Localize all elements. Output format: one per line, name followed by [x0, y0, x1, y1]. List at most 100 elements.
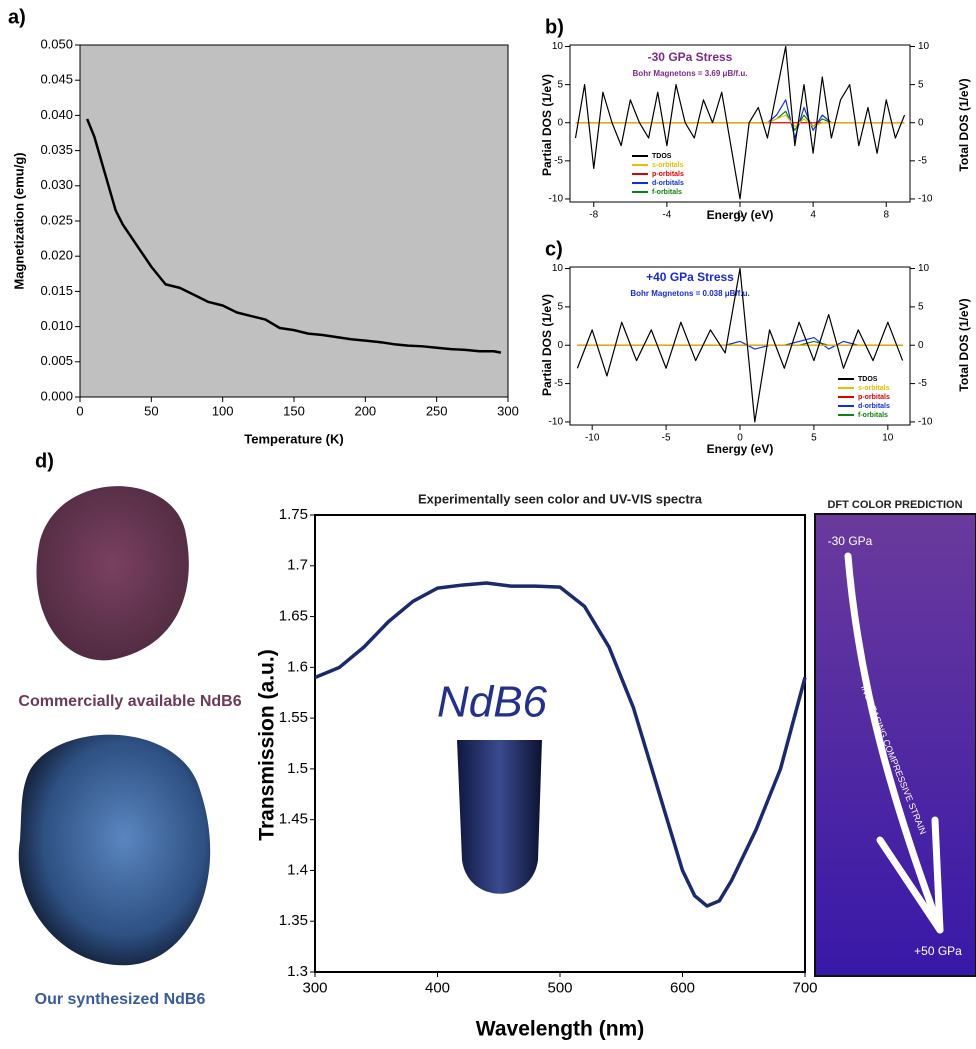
- x-tick-label: 0: [737, 433, 743, 444]
- vial: [457, 740, 542, 894]
- dft-arrow: [844, 552, 944, 934]
- y2-tick-label: 0: [918, 340, 924, 351]
- y-tick-label: 0.035: [40, 142, 73, 157]
- x-tick-label: 0: [76, 404, 83, 419]
- chart-title: -30 GPa Stress: [648, 50, 733, 64]
- y-tick-label: 0.030: [40, 177, 73, 192]
- data-line: [314, 581, 807, 908]
- y-tick-label: 0.025: [40, 212, 73, 227]
- x-axis-label: Energy (eV): [707, 442, 774, 456]
- y-tick-label: 0.020: [40, 248, 73, 263]
- y2-tick-label: 0: [918, 117, 924, 128]
- y-tick-label: 1.75: [279, 506, 308, 523]
- x-tick-label: -8: [589, 210, 598, 221]
- y-tick-label: 0: [557, 117, 563, 128]
- y-tick-label: -10: [549, 194, 564, 205]
- legend-label: p-orbitals: [652, 171, 684, 178]
- y-tick-label: 0.050: [40, 36, 73, 51]
- x-tick-label: 4: [810, 210, 816, 221]
- y2-tick-label: -5: [918, 378, 927, 389]
- commercial-powder: [36, 486, 189, 661]
- y-tick-label: 1.35: [279, 912, 308, 929]
- x-axis-label: Wavelength (nm): [476, 1018, 644, 1041]
- x-tick-label: 500: [547, 979, 572, 996]
- chart-title: Experimentally seen color and UV-VIS spe…: [418, 491, 703, 506]
- y-tick-label: 0.005: [40, 353, 73, 368]
- x-axis-label: Temperature (K): [244, 431, 343, 446]
- x-tick-label: 150: [283, 404, 305, 419]
- data-line: [575, 114, 905, 128]
- x-tick-label: 100: [212, 404, 234, 419]
- y-tick-label: 0: [557, 340, 563, 351]
- legend-label: s-orbitals: [652, 162, 684, 169]
- y-tick-label: -10: [549, 417, 564, 428]
- commercial-caption: Commercially available NdB6: [18, 693, 241, 710]
- y-tick-label: 1.7: [287, 557, 308, 574]
- y-tick-label: 1.5: [287, 760, 308, 777]
- legend-label: TDOS: [652, 153, 672, 160]
- y-tick-label: 1.55: [279, 709, 308, 726]
- dft-arrowhead: [876, 816, 944, 934]
- legend-label: d-orbitals: [858, 403, 890, 410]
- legend-label: p-orbitals: [858, 394, 890, 401]
- chart-title: +40 GPa Stress: [646, 270, 734, 284]
- vial-label: NdB6: [437, 678, 548, 727]
- chart-subtitle: Bohr Magnetons = 0.038 μB/f.u.: [630, 289, 749, 298]
- legend-label: TDOS: [858, 376, 878, 383]
- y-tick-label: 1.3: [287, 963, 308, 980]
- legend-label: f-orbitals: [652, 189, 682, 196]
- dft-start: -30 GPa: [828, 534, 873, 548]
- y2-tick-label: -5: [918, 155, 927, 166]
- y2-axis-label: Total DOS (1/eV): [957, 298, 971, 391]
- y-tick-label: 0.000: [40, 388, 73, 403]
- x-tick-label: 10: [882, 433, 894, 444]
- y-axis-label: Partial DOS (1/eV): [540, 74, 554, 176]
- dft-panel: [814, 513, 976, 977]
- x-tick-label: 8: [883, 210, 889, 221]
- data-line: [85, 118, 502, 354]
- dft-end: +50 GPa: [914, 944, 962, 958]
- x-tick-label: 700: [792, 979, 817, 996]
- x-axis-label: Energy (eV): [707, 208, 774, 222]
- x-tick-label: 300: [497, 404, 519, 419]
- data-line: [576, 267, 904, 423]
- panel-label: c): [545, 238, 563, 260]
- y2-tick-label: 10: [918, 263, 930, 274]
- x-tick-label: 5: [811, 433, 817, 444]
- legend-label: f-orbitals: [858, 412, 888, 419]
- y-tick-label: 10: [552, 263, 564, 274]
- y-tick-label: 1.6: [287, 658, 308, 675]
- synthesized-powder: [18, 734, 211, 966]
- y2-tick-label: -10: [918, 194, 933, 205]
- y-tick-label: 10: [552, 41, 564, 52]
- panel-label: b): [545, 16, 564, 38]
- plot-area: [569, 266, 911, 426]
- chart-subtitle: Bohr Magnetons = 3.69 μB/f.u.: [633, 69, 748, 78]
- x-tick-label: 250: [426, 404, 448, 419]
- y-tick-label: 5: [557, 302, 563, 313]
- plot-area: [314, 514, 806, 973]
- panel-label: d): [35, 450, 54, 472]
- data-line: [574, 45, 906, 200]
- plot-area: [79, 44, 509, 398]
- x-tick-label: 200: [354, 404, 376, 419]
- x-tick-label: 50: [144, 404, 158, 419]
- y-axis-label: Transmission (a.u.): [256, 649, 279, 840]
- plot-area: [569, 44, 911, 203]
- y-tick-label: -5: [554, 155, 563, 166]
- y-tick-label: 0.045: [40, 72, 73, 87]
- panel-label: a): [8, 6, 26, 28]
- synthesized-caption: Our synthesized NdB6: [35, 991, 206, 1008]
- x-tick-label: 600: [670, 979, 695, 996]
- y-tick-label: 1.4: [287, 861, 308, 878]
- legend-label: d-orbitals: [652, 180, 684, 187]
- y2-tick-label: 5: [918, 302, 924, 313]
- y2-tick-label: 10: [918, 41, 930, 52]
- y-tick-label: 0.040: [40, 107, 73, 122]
- y-tick-label: -5: [554, 378, 563, 389]
- x-tick-label: -10: [585, 433, 600, 444]
- y2-tick-label: 5: [918, 79, 924, 90]
- y-tick-label: 0.015: [40, 283, 73, 298]
